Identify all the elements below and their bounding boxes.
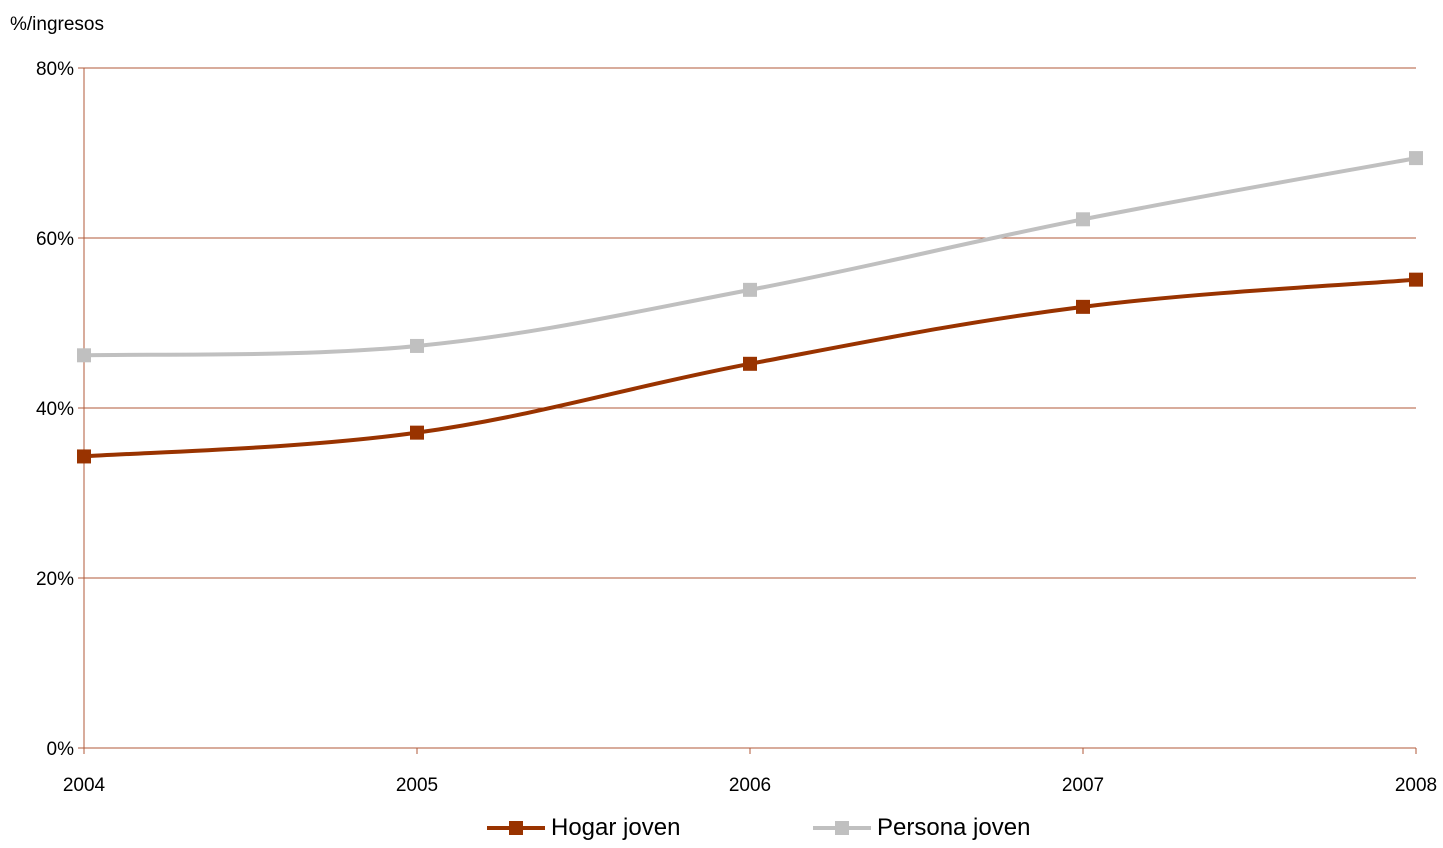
data-point-persona-joven-2005 [410,338,424,353]
data-point-hogar-joven-2005 [410,425,424,440]
x-tick-label-2008: 2008 [1395,775,1437,796]
data-point-persona-joven-2004 [77,348,91,363]
legend-swatch-hogar-joven [487,816,545,840]
x-tick-label-2007: 2007 [1062,775,1104,796]
series-line-persona-joven [83,156,1417,358]
data-point-hogar-joven-2006 [743,356,757,371]
data-point-persona-joven-2007 [1076,212,1090,227]
x-tick-label-2005: 2005 [396,775,438,796]
legend-label-hogar-joven: Hogar joven [551,814,681,841]
data-point-hogar-joven-2008 [1409,272,1423,287]
data-point-hogar-joven-2007 [1076,299,1090,314]
data-point-persona-joven-2006 [743,282,757,297]
legend-swatch-persona-joven [813,816,871,840]
legend-item-hogar-joven: Hogar joven [487,814,680,842]
y-tick-label-0: 0% [47,739,75,760]
x-tick-label-2006: 2006 [729,775,771,796]
data-point-persona-joven-2008 [1409,151,1423,166]
line-chart: 0% 20% 40% 60% 80% 2004 2005 2006 2007 2008 [36,59,1437,796]
legend: Hogar joven Persona joven [0,814,1443,848]
y-tick-label-2: 40% [36,399,74,420]
y-axis-unit-label: %/ingresos [10,14,104,35]
x-tick-label-2004: 2004 [63,775,106,796]
y-tick-label-3: 60% [36,229,74,250]
y-tick-label-4: 80% [36,59,74,80]
legend-label-persona-joven: Persona joven [877,814,1031,841]
legend-item-persona-joven: Persona joven [813,814,1030,842]
y-tick-label-1: 20% [36,569,74,590]
data-point-hogar-joven-2004 [77,449,91,464]
